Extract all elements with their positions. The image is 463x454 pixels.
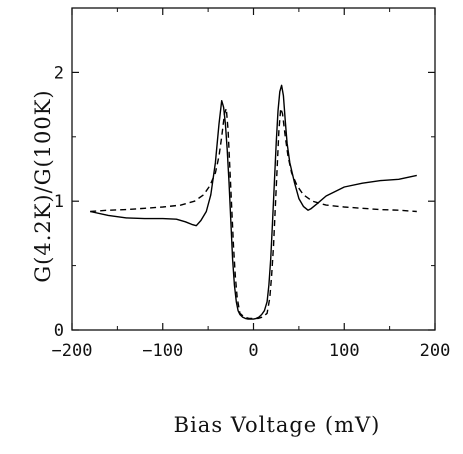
tick-labels: −200 −100 0 100 200 0 1 2 [52, 63, 451, 361]
x-tick-label: 200 [420, 341, 451, 361]
x-axis-label: Bias Voltage (mV) [174, 413, 381, 437]
series-line-solid [90, 84, 417, 320]
y-axis-label: G(4.2K)/G(100K) [31, 89, 55, 282]
y-tick-label: 0 [54, 321, 64, 341]
series-line-dashed [90, 107, 417, 320]
y-tick-label: 1 [54, 192, 64, 212]
x-tick-label: 0 [248, 341, 258, 361]
plot-border [71, 7, 436, 331]
y-tick-label: 2 [54, 63, 64, 83]
series-layer [90, 84, 417, 320]
x-tick-label: −100 [142, 341, 183, 361]
axis-ticks [71, 8, 436, 331]
x-tick-label: −200 [52, 341, 93, 361]
plot-frame [71, 7, 436, 331]
x-tick-label: 100 [329, 341, 360, 361]
